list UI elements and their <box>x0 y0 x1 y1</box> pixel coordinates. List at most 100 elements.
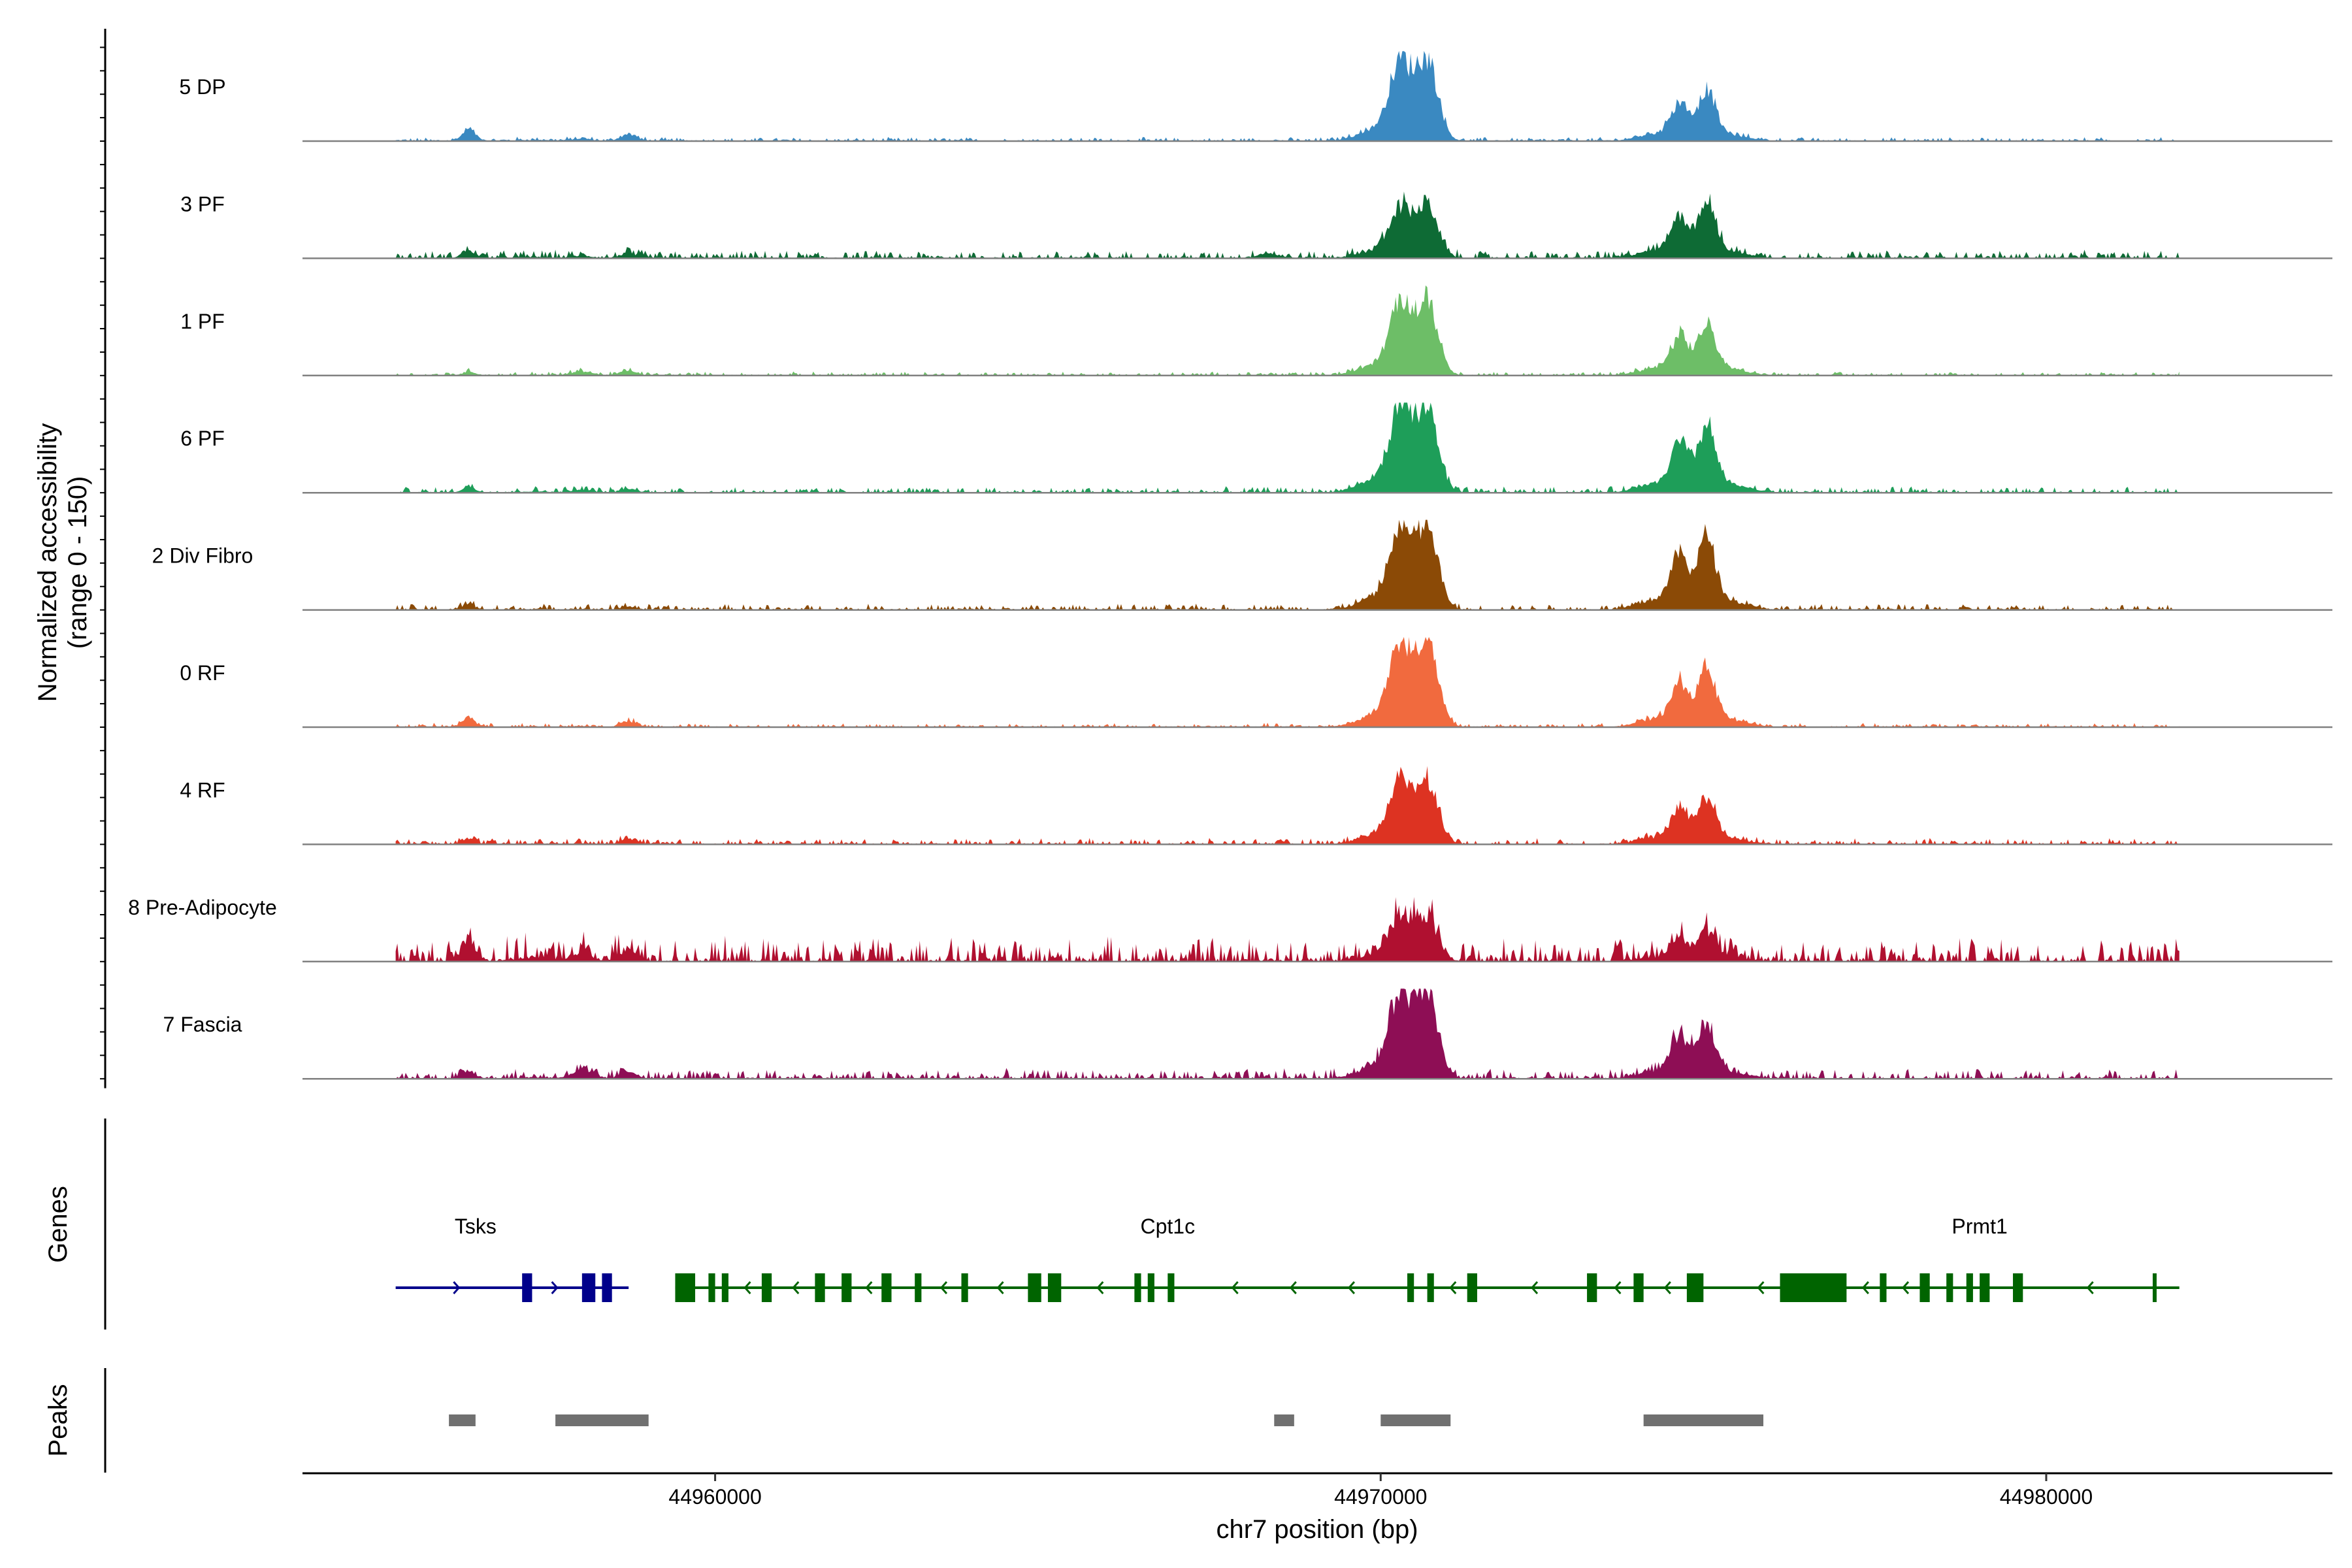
y-axis-title: Normalized accessibility (range 0 - 150) <box>33 423 92 702</box>
strand-arrow <box>551 1281 559 1294</box>
gene-label: Cpt1c <box>1140 1215 1195 1238</box>
track-label: 6 PF <box>180 427 225 450</box>
track-label: 0 RF <box>180 661 225 685</box>
exon <box>581 1273 596 1302</box>
strand-arrow <box>2086 1281 2094 1294</box>
coverage-area <box>395 896 2180 962</box>
coverage-area <box>395 191 2180 259</box>
gene-tsks: Tsks <box>395 1215 629 1302</box>
coverage-area <box>395 766 2180 845</box>
genes-panel-label: Genes <box>44 1186 73 1263</box>
strand-arrow <box>1663 1281 1671 1294</box>
exon <box>675 1273 696 1302</box>
gene-cpt1c: Cpt1c <box>675 1215 1814 1302</box>
peaks-panel: Peaks <box>44 1368 1764 1473</box>
coverage-area <box>395 402 2180 493</box>
strand-arrow <box>1449 1281 1457 1294</box>
track-label: 7 Fascia <box>163 1013 242 1036</box>
track-label: 8 Pre-Adipocyte <box>128 896 277 919</box>
track-label: 4 RF <box>180 778 225 802</box>
exon <box>915 1273 922 1302</box>
peaks-panel-label: Peaks <box>44 1384 73 1456</box>
y-axis-title-line2: (range 0 - 150) <box>63 476 92 649</box>
exon <box>1028 1273 1041 1302</box>
genes-panel: Genes Tsks Cpt1c Prmt1 <box>44 1119 2180 1330</box>
track-0-rf: 0 RF <box>180 637 2332 728</box>
coverage-area <box>395 51 2180 141</box>
gene-label: Tsks <box>455 1215 497 1238</box>
gene-prmt1: Prmt1 <box>1780 1215 2180 1302</box>
coverage-area <box>395 637 2180 727</box>
track-2-div-fibro: 2 Div Fibro <box>152 519 2332 611</box>
exon <box>1980 1273 1990 1302</box>
exon <box>2013 1273 2023 1302</box>
exon <box>1946 1273 1953 1302</box>
strand-arrow <box>1096 1281 1104 1294</box>
x-axis: chr7 position (bp) 44960000 44970000 44980… <box>302 1472 2332 1544</box>
exon <box>2152 1273 2157 1302</box>
exon <box>961 1273 968 1302</box>
track-1-pf: 1 PF <box>180 285 2332 377</box>
coverage-tracks: 5 DP 3 PF 1 PF 6 PF 2 Div Fibro 0 RF 4 RF 8 Pre… <box>128 51 2332 1080</box>
strand-arrow <box>453 1281 461 1294</box>
exon <box>1966 1273 1973 1302</box>
exon <box>522 1273 532 1302</box>
strand-arrow <box>1347 1281 1356 1294</box>
x-tick-label: 44970000 <box>1334 1485 1427 1509</box>
coverage-area <box>395 519 2180 610</box>
peak-bar <box>1380 1414 1451 1426</box>
strand-arrow <box>792 1281 800 1294</box>
strand-arrow <box>1531 1281 1539 1294</box>
strand-arrow <box>939 1281 948 1294</box>
exon <box>1407 1273 1414 1302</box>
exon <box>1467 1273 1477 1302</box>
exon <box>721 1273 728 1302</box>
track-label: 3 PF <box>180 192 225 216</box>
y-axis-title-line1: Normalized accessibility <box>33 423 62 702</box>
exon <box>1427 1273 1434 1302</box>
track-label: 5 DP <box>179 75 225 99</box>
track-5-dp: 5 DP <box>179 51 2332 142</box>
peak-bar <box>1643 1414 1764 1426</box>
peak-bar <box>1274 1414 1294 1426</box>
strand-arrow <box>1757 1281 1765 1294</box>
track-7-fascia: 7 Fascia <box>163 988 2332 1080</box>
exon <box>881 1273 892 1302</box>
gene-label: Prmt1 <box>1952 1215 2007 1238</box>
exon <box>1633 1273 1644 1302</box>
exon <box>1147 1273 1154 1302</box>
x-tick-label: 44960000 <box>668 1485 761 1509</box>
strand-arrow <box>1289 1281 1297 1294</box>
strand-arrow <box>743 1281 751 1294</box>
exon <box>708 1273 715 1302</box>
strand-arrow <box>1231 1281 1239 1294</box>
strand-arrow <box>996 1281 1004 1294</box>
exon <box>841 1273 852 1302</box>
exon <box>1047 1273 1062 1302</box>
x-axis-title: chr7 position (bp) <box>1216 1515 1418 1544</box>
exon <box>1780 1273 1847 1302</box>
coverage-area <box>395 285 2180 376</box>
coverage-area <box>395 988 2180 1079</box>
strand-arrow <box>865 1281 873 1294</box>
track-4-rf: 4 RF <box>180 766 2332 845</box>
track-8-pre-adipocyte: 8 Pre-Adipocyte <box>128 896 2332 963</box>
track-6-pf: 6 PF <box>180 402 2332 494</box>
exon <box>1134 1273 1141 1302</box>
track-label: 2 Div Fibro <box>152 544 253 568</box>
exon <box>1880 1273 1887 1302</box>
strand-arrow <box>1614 1281 1622 1294</box>
exon <box>761 1273 772 1302</box>
exon <box>1686 1273 1704 1302</box>
x-tick-label: 44980000 <box>2000 1485 2093 1509</box>
exon <box>1168 1273 1175 1302</box>
exon <box>1587 1273 1597 1302</box>
strand-arrow <box>1901 1281 1910 1294</box>
exon <box>602 1273 612 1302</box>
peak-bar <box>449 1414 476 1426</box>
peak-bar <box>555 1414 649 1426</box>
exon <box>1919 1273 1930 1302</box>
track-3-pf: 3 PF <box>180 191 2332 259</box>
track-axis <box>100 29 106 1088</box>
